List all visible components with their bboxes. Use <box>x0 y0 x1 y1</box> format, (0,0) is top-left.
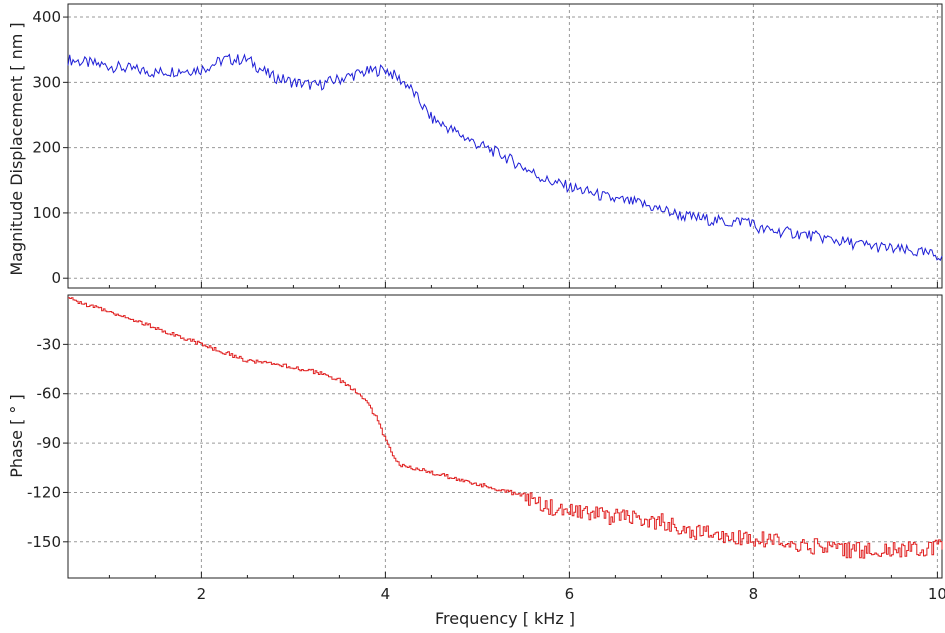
y-tick-label: 0 <box>51 269 61 287</box>
magnitude-y-axis-title: Magnitude Displacement [ nm ] <box>7 22 26 275</box>
y-tick-label: -150 <box>27 533 61 551</box>
y-tick-label: -90 <box>37 434 62 452</box>
y-tick-label: 200 <box>32 139 61 157</box>
phase-series-line <box>68 297 943 559</box>
x-tick-label: 6 <box>565 585 575 603</box>
phase-panel: 2 4 6 8 10 -30 -60 -90 -120 -150 <box>27 294 945 603</box>
y-tick-label: -60 <box>37 385 62 403</box>
plot-frame <box>67 294 943 579</box>
phase-y-axis-title: Phase [ ° ] <box>7 394 26 478</box>
x-tick-label: 8 <box>749 585 759 603</box>
plot-frame <box>67 3 943 289</box>
magnitude-panel: 0 100 200 300 400 <box>32 3 943 289</box>
y-tick-label: 100 <box>32 204 61 222</box>
magnitude-series-line <box>67 53 943 262</box>
x-tick-label: 4 <box>381 585 391 603</box>
y-tick-label: 300 <box>32 73 61 91</box>
x-axis-title: Frequency [ kHz ] <box>435 609 575 628</box>
y-tick-label: 400 <box>32 8 61 26</box>
x-tick-label: 2 <box>197 585 207 603</box>
y-tick-label: -120 <box>27 483 61 501</box>
x-tick-label: 10 <box>928 585 945 603</box>
y-tick-label: -30 <box>37 335 62 353</box>
